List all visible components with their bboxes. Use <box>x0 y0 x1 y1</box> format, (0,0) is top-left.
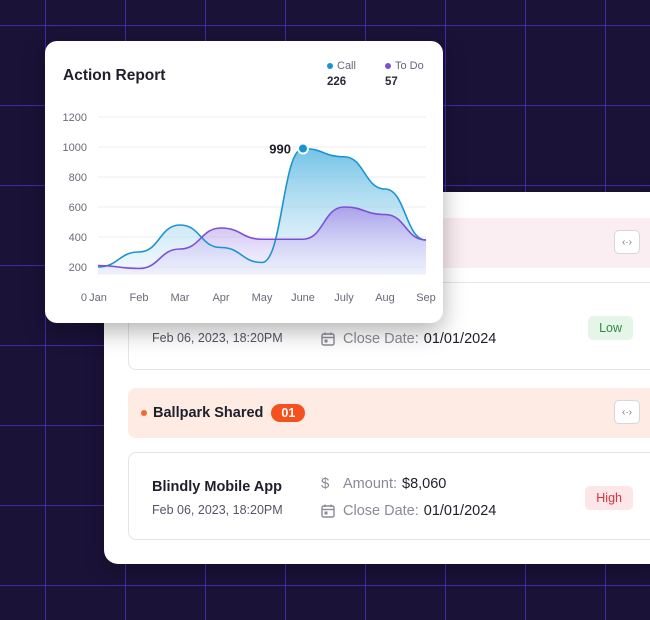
chart-title: Action Report <box>63 67 166 84</box>
y-tick-label: 800 <box>69 172 87 184</box>
expand-icon-button-1[interactable]: ‹·› <box>614 230 640 254</box>
stage-count-badge: 01 <box>271 404 306 422</box>
series-area-to-do <box>98 207 426 275</box>
legend-value: 226 <box>327 76 347 88</box>
x-tick-label: Aug <box>375 292 395 304</box>
x-tick-label: Apr <box>212 292 229 304</box>
series-line-to-do <box>97 206 427 270</box>
expand-icon-button-2[interactable]: ‹·› <box>614 400 640 424</box>
deal-date: Feb 06, 2023, 18:20PM <box>152 331 283 345</box>
amount-row: $ Amount: $8,060 <box>321 475 446 492</box>
close-date-row: Close Date: 01/01/2024 <box>321 331 496 347</box>
stage-dot-icon <box>141 410 147 416</box>
action-report-chart: 0 200 400 600 800 1000 1200 Jan Feb Mar Apr May June… <box>63 112 436 304</box>
legend-todo: To Do 57 <box>385 60 424 88</box>
expand-icon: ‹·› <box>622 236 632 248</box>
legend-call: Call 226 <box>327 60 356 88</box>
x-tick-label: Feb <box>130 292 149 304</box>
y-tick-label: 600 <box>69 202 87 214</box>
data-point-marker <box>297 142 309 155</box>
action-report-card: 0 200 400 600 800 1000 1200 Jan Feb Mar Apr May June… <box>45 41 443 323</box>
legend-dot-icon <box>327 63 333 69</box>
legend-name: To Do <box>395 60 424 72</box>
close-date-label: Close Date: <box>343 331 419 347</box>
legend-value: 57 <box>385 76 398 88</box>
amount-label: Amount: <box>343 475 397 492</box>
deal-date: Feb 06, 2023, 18:20PM <box>152 503 283 517</box>
x-tick-label: July <box>334 292 354 304</box>
data-point-label: 990 <box>269 142 291 157</box>
expand-icon: ‹·› <box>622 406 632 418</box>
close-date-label: Close Date: <box>343 503 419 519</box>
priority-badge: Low <box>588 316 633 340</box>
amount-value: $8,060 <box>402 475 447 492</box>
y-tick-label: 1200 <box>63 112 87 124</box>
close-date-value: 01/01/2024 <box>423 503 497 519</box>
calendar-icon <box>321 504 337 518</box>
stage-header-2: Ballpark Shared 01 ‹·› <box>128 388 650 438</box>
y-tick-label: 400 <box>69 232 87 244</box>
dollar-icon: $ <box>321 475 330 492</box>
x-tick-label: June <box>291 292 315 304</box>
x-tick-label: Jan <box>89 292 107 304</box>
legend-dot-icon <box>385 63 391 69</box>
x-tick-label: May <box>252 292 273 304</box>
close-date-row: Close Date: 01/01/2024 <box>321 503 496 519</box>
deal-name: Blindly Mobile App <box>152 479 282 495</box>
close-date-value: 01/01/2024 <box>423 331 497 347</box>
calendar-icon <box>321 332 337 346</box>
y-tick-label: 0 <box>81 292 87 304</box>
x-tick-label: Sep <box>416 292 436 304</box>
priority-badge: High <box>585 486 633 510</box>
y-tick-label: 1000 <box>63 142 87 154</box>
x-tick-label: Mar <box>171 292 190 304</box>
y-tick-label: 200 <box>69 262 87 274</box>
legend-name: Call <box>337 60 356 72</box>
deal-card-2[interactable]: Blindly Mobile App Feb 06, 2023, 18:20PM… <box>128 452 650 540</box>
stage-title-2: Ballpark Shared <box>153 405 264 421</box>
series-line-call <box>97 147 427 268</box>
